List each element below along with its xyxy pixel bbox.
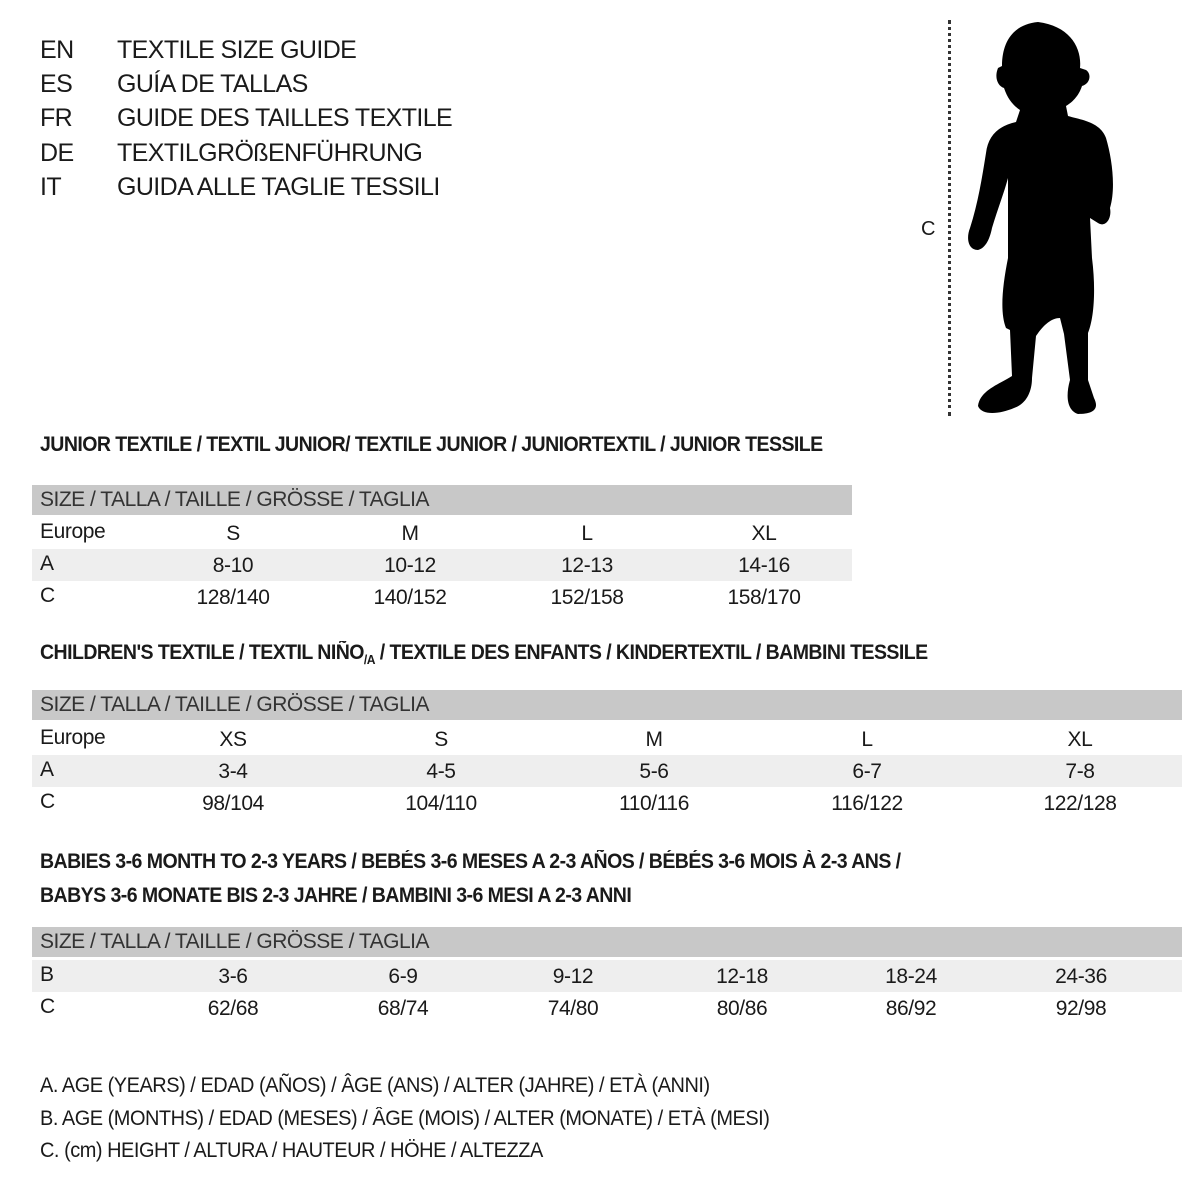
lang-code-en: EN bbox=[40, 36, 74, 64]
table-cell: XS bbox=[219, 728, 247, 751]
babies-size-table: SIZE / TALLA / TAILLE / GRÖSSE / TAGLIA … bbox=[32, 927, 1182, 1024]
table-cell: 104/110 bbox=[405, 792, 477, 815]
legend-c: C. (cm) HEIGHT / ALTURA / HAUTEUR / HÖHE… bbox=[40, 1139, 543, 1162]
lang-code-de: DE bbox=[40, 139, 74, 167]
table-cell: 110/116 bbox=[619, 792, 689, 815]
table-row-b: B 3-6 6-9 9-12 12-18 18-24 24-36 bbox=[32, 960, 1182, 992]
table-cell: 12-13 bbox=[561, 554, 613, 577]
babies-heading-line1: BABIES 3-6 MONTH TO 2-3 YEARS / BEBÉS 3-… bbox=[40, 850, 901, 873]
table-row-europe: Europe S M L XL bbox=[32, 517, 852, 549]
table-cell: L bbox=[861, 728, 873, 751]
table-cell: 18-24 bbox=[885, 965, 937, 988]
junior-heading: JUNIOR TEXTILE / TEXTIL JUNIOR/ TEXTILE … bbox=[40, 433, 823, 456]
height-measure-line bbox=[948, 20, 952, 416]
table-cell: 10-12 bbox=[384, 554, 436, 577]
row-label: C bbox=[40, 584, 55, 607]
table-cell: 74/80 bbox=[547, 997, 599, 1020]
babies-heading-line2: BABYS 3-6 MONATE BIS 2-3 JAHRE / BAMBINI… bbox=[40, 884, 632, 907]
table-row-a: A 3-4 4-5 5-6 6-7 7-8 bbox=[32, 755, 1182, 787]
table-cell: 152/158 bbox=[550, 586, 624, 609]
row-label: A bbox=[40, 552, 54, 575]
table-row-europe: Europe XS S M L XL bbox=[32, 723, 1182, 755]
table-cell: 9-12 bbox=[552, 965, 594, 988]
table-cell: 128/140 bbox=[196, 586, 270, 609]
table-cell: 86/92 bbox=[885, 997, 937, 1020]
table-cell: 122/128 bbox=[1043, 792, 1117, 815]
table-cell: 6-9 bbox=[388, 965, 418, 988]
children-size-table: SIZE / TALLA / TAILLE / GRÖSSE / TAGLIA … bbox=[32, 690, 1182, 819]
table-cell: 5-6 bbox=[639, 760, 669, 783]
table-cell: 8-10 bbox=[212, 554, 254, 577]
title-fr: GUIDE DES TAILLES TEXTILE bbox=[117, 104, 453, 132]
table-cell: 7-8 bbox=[1065, 760, 1095, 783]
table-row-c: C 62/68 68/74 74/80 80/86 86/92 92/98 bbox=[32, 992, 1182, 1024]
legend-b: B. AGE (MONTHS) / EDAD (MESES) / ÂGE (MO… bbox=[40, 1107, 770, 1130]
table-row-a: A 8-10 10-12 12-13 14-16 bbox=[32, 549, 852, 581]
table-header: SIZE / TALLA / TAILLE / GRÖSSE / TAGLIA bbox=[32, 485, 852, 515]
children-heading: CHILDREN'S TEXTILE / TEXTIL NIÑO/A / TEX… bbox=[40, 641, 928, 667]
child-silhouette-icon bbox=[968, 22, 1113, 414]
table-row-c: C 128/140 140/152 152/158 158/170 bbox=[32, 581, 852, 613]
children-heading-text: CHILDREN'S TEXTILE / TEXTIL NIÑO bbox=[40, 641, 364, 664]
table-header: SIZE / TALLA / TAILLE / GRÖSSE / TAGLIA bbox=[32, 927, 1182, 957]
lang-code-es: ES bbox=[40, 70, 73, 98]
title-de: TEXTILGRÖßENFÜHRUNG bbox=[117, 139, 423, 167]
height-measure-label: C bbox=[921, 218, 936, 240]
lang-code-it: IT bbox=[40, 173, 62, 201]
title-es: GUÍA DE TALLAS bbox=[117, 70, 308, 98]
row-label: C bbox=[40, 790, 55, 813]
table-cell: M bbox=[645, 728, 663, 751]
row-label: A bbox=[40, 758, 54, 781]
table-cell: 158/170 bbox=[727, 586, 801, 609]
junior-size-table: SIZE / TALLA / TAILLE / GRÖSSE / TAGLIA … bbox=[32, 485, 852, 613]
table-cell: S bbox=[434, 728, 448, 751]
row-label: B bbox=[40, 963, 54, 986]
table-cell: L bbox=[581, 522, 593, 545]
table-cell: 92/98 bbox=[1055, 997, 1107, 1020]
table-cell: 62/68 bbox=[207, 997, 259, 1020]
table-cell: 80/86 bbox=[716, 997, 768, 1020]
title-en: TEXTILE SIZE GUIDE bbox=[117, 36, 357, 64]
title-it: GUIDA ALLE TAGLIE TESSILI bbox=[117, 173, 440, 201]
table-row-c: C 98/104 104/110 110/116 116/122 122/128 bbox=[32, 787, 1182, 819]
table-cell: 24-36 bbox=[1055, 965, 1107, 988]
table-cell: 98/104 bbox=[202, 792, 264, 815]
table-cell: 3-6 bbox=[218, 965, 248, 988]
table-cell: XL bbox=[751, 522, 777, 545]
children-heading-sub: /A bbox=[363, 652, 376, 668]
table-cell: XL bbox=[1067, 728, 1093, 751]
table-cell: 4-5 bbox=[426, 760, 456, 783]
children-heading-rest: / TEXTILE DES ENFANTS / KINDERTEXTIL / B… bbox=[374, 641, 928, 664]
row-label: Europe bbox=[40, 726, 106, 749]
table-cell: 14-16 bbox=[738, 554, 790, 577]
table-cell: 6-7 bbox=[852, 760, 882, 783]
table-cell: 68/74 bbox=[377, 997, 429, 1020]
table-cell: S bbox=[226, 522, 240, 545]
table-cell: 3-4 bbox=[218, 760, 248, 783]
legend-a: A. AGE (YEARS) / EDAD (AÑOS) / ÂGE (ANS)… bbox=[40, 1074, 710, 1097]
lang-code-fr: FR bbox=[40, 104, 73, 132]
table-header: SIZE / TALLA / TAILLE / GRÖSSE / TAGLIA bbox=[32, 690, 1182, 720]
table-cell: 12-18 bbox=[716, 965, 768, 988]
table-cell: 140/152 bbox=[373, 586, 447, 609]
row-label: C bbox=[40, 995, 55, 1018]
table-cell: M bbox=[401, 522, 419, 545]
row-label: Europe bbox=[40, 520, 106, 543]
table-cell: 116/122 bbox=[831, 792, 903, 815]
